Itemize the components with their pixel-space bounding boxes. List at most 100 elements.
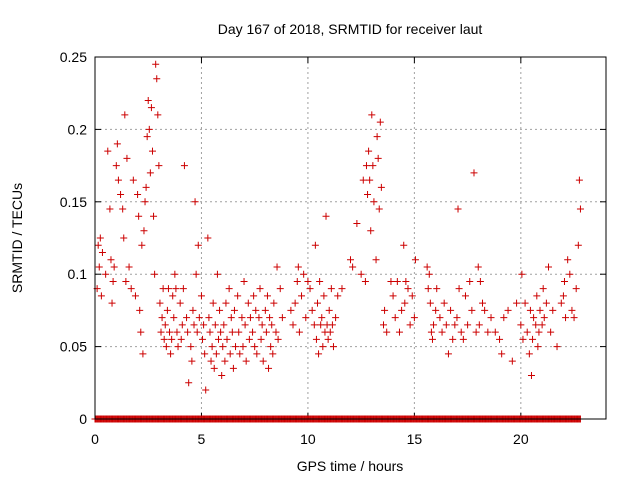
data-point	[447, 306, 455, 314]
data-point	[193, 328, 201, 336]
data-point	[438, 328, 446, 336]
data-point	[184, 328, 192, 336]
data-point	[377, 183, 385, 191]
data-point	[532, 321, 540, 329]
data-point	[289, 321, 297, 329]
data-point	[228, 328, 236, 336]
data-point	[496, 335, 504, 343]
data-point	[334, 292, 342, 300]
data-point	[110, 263, 118, 271]
x-tick-label: 15	[407, 431, 423, 447]
data-point	[147, 104, 155, 112]
data-point	[530, 314, 538, 322]
data-point	[474, 263, 482, 271]
data-point	[258, 321, 266, 329]
data-point	[324, 335, 332, 343]
data-point	[432, 306, 440, 314]
data-point	[120, 234, 128, 242]
data-point	[319, 343, 327, 351]
data-point	[208, 343, 216, 351]
data-point	[276, 285, 284, 293]
data-point	[194, 241, 202, 249]
data-point	[401, 299, 409, 307]
data-point	[476, 277, 484, 285]
data-point	[402, 277, 410, 285]
data-point	[177, 335, 185, 343]
data-point	[151, 270, 159, 278]
data-point	[534, 343, 542, 351]
data-point	[455, 285, 463, 293]
data-point	[179, 285, 187, 293]
data-point	[304, 277, 312, 285]
data-point	[161, 321, 169, 329]
data-point	[536, 306, 544, 314]
data-point	[104, 147, 112, 155]
y-tick-label: 0.1	[68, 266, 88, 282]
data-point	[540, 314, 548, 322]
data-point	[270, 299, 278, 307]
data-point	[150, 212, 158, 220]
data-point	[364, 191, 372, 199]
data-point	[96, 234, 104, 242]
data-point	[153, 75, 161, 83]
data-point	[562, 314, 570, 322]
data-point	[287, 306, 295, 314]
data-point	[274, 335, 282, 343]
data-point	[152, 60, 160, 68]
data-point	[425, 270, 433, 278]
data-point	[238, 314, 246, 322]
data-point	[315, 350, 323, 358]
data-point	[481, 306, 489, 314]
data-point	[164, 285, 172, 293]
data-point	[259, 357, 267, 365]
data-point	[498, 350, 506, 358]
data-point	[134, 191, 142, 199]
data-point	[298, 292, 306, 300]
data-point	[255, 314, 263, 322]
data-point	[313, 299, 321, 307]
data-point	[214, 335, 222, 343]
data-point	[241, 321, 249, 329]
data-point	[119, 205, 127, 213]
data-point	[216, 306, 224, 314]
data-point	[108, 299, 116, 307]
y-axis-title: SRMTID / TECUs	[9, 183, 25, 293]
data-point	[262, 328, 270, 336]
data-point	[372, 256, 380, 264]
data-point	[210, 364, 218, 372]
data-point	[398, 306, 406, 314]
plot-frame	[94, 56, 607, 420]
data-point	[180, 162, 188, 170]
data-point	[170, 314, 178, 322]
data-point	[242, 357, 250, 365]
data-point	[251, 343, 259, 351]
data-point	[294, 263, 302, 271]
data-point	[249, 328, 257, 336]
data-point	[200, 321, 208, 329]
data-point	[121, 111, 129, 119]
data-point	[459, 335, 467, 343]
data-point	[570, 314, 578, 322]
data-point	[240, 277, 248, 285]
data-point	[338, 285, 346, 293]
data-point	[227, 314, 235, 322]
data-point	[504, 306, 512, 314]
data-point	[148, 147, 156, 155]
data-point	[312, 335, 320, 343]
data-point	[269, 350, 277, 358]
data-point	[160, 335, 168, 343]
data-point	[142, 183, 150, 191]
data-point	[508, 357, 516, 365]
data-point	[475, 321, 483, 329]
data-point	[174, 343, 182, 351]
data-point	[370, 198, 378, 206]
data-point	[300, 270, 308, 278]
data-point	[426, 299, 434, 307]
data-point	[291, 299, 299, 307]
data-point	[529, 335, 537, 343]
x-tick-label: 5	[198, 431, 206, 447]
data-point	[442, 321, 450, 329]
data-point	[366, 176, 374, 184]
data-point	[428, 335, 436, 343]
data-point	[365, 147, 373, 155]
